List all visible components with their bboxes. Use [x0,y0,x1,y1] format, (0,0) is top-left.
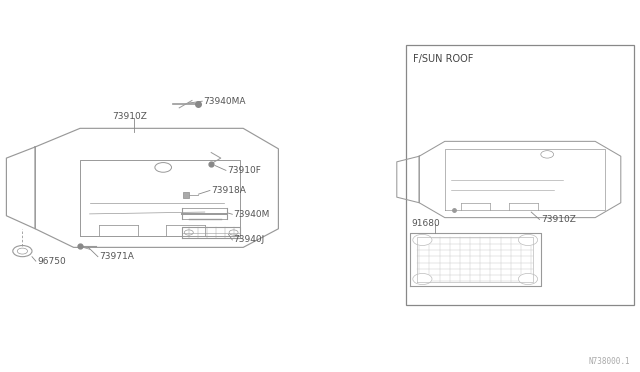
Text: 91680: 91680 [411,219,440,228]
Circle shape [413,273,432,285]
Text: 73940MA: 73940MA [204,97,246,106]
Text: N738000.1: N738000.1 [589,357,630,366]
Text: 73910F: 73910F [227,166,261,175]
Text: F/SUN ROOF: F/SUN ROOF [413,54,473,64]
Text: 73971A: 73971A [99,252,134,261]
Circle shape [413,234,432,246]
Text: 73940M: 73940M [234,210,270,219]
Text: 96750: 96750 [37,257,66,266]
Circle shape [518,273,538,285]
Text: 73910Z: 73910Z [541,215,575,224]
Text: 73910Z: 73910Z [112,112,147,121]
Text: 73918A: 73918A [211,186,246,195]
Circle shape [518,234,538,246]
Bar [406,45,634,305]
Text: 73940J: 73940J [234,235,265,244]
